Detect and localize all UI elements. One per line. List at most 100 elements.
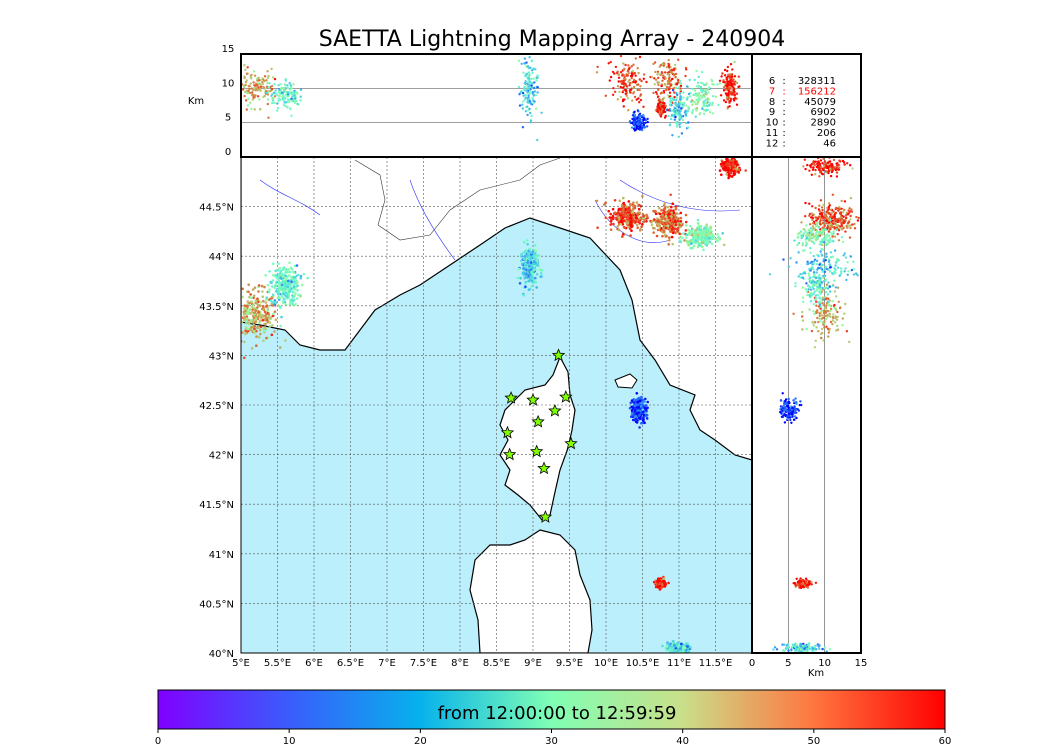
lightning-point-top xyxy=(652,62,655,66)
lightning-point-top xyxy=(708,111,712,114)
lightning-point-top xyxy=(526,100,529,104)
lightning-point xyxy=(674,231,677,235)
lightning-point-right xyxy=(826,327,830,330)
lightning-point-right xyxy=(824,298,828,301)
lightning-point-top xyxy=(657,104,660,108)
lightning-point-top xyxy=(251,88,255,92)
lightning-point-top xyxy=(628,84,631,87)
lightning-point xyxy=(744,169,747,172)
lightning-point xyxy=(638,222,642,225)
lightning-point xyxy=(672,211,676,215)
lightning-point-right xyxy=(801,242,805,245)
lightning-point-right xyxy=(824,242,828,245)
lightning-point-top xyxy=(523,88,526,92)
lightning-point xyxy=(703,227,706,230)
lightning-point xyxy=(642,416,645,420)
lightning-point-top xyxy=(642,105,645,109)
lightning-point-right xyxy=(844,230,847,233)
lightning-point-right xyxy=(849,226,852,230)
lightning-point-right xyxy=(827,202,831,205)
lightning-point-top xyxy=(625,89,628,93)
lightning-point-top xyxy=(253,84,256,87)
lightning-point xyxy=(241,331,244,334)
lightning-point-top xyxy=(289,84,292,87)
lightning-point xyxy=(696,245,700,249)
lightning-point-right xyxy=(829,320,833,324)
lon-tick-label: 7°E xyxy=(378,658,396,669)
lon-tick-label: 5°E xyxy=(232,658,250,669)
lightning-point-right xyxy=(792,312,795,315)
lightning-point-top xyxy=(244,99,248,102)
lightning-point xyxy=(662,204,666,207)
lightning-point xyxy=(271,301,274,304)
lightning-point-right xyxy=(809,276,812,280)
lightning-point-right xyxy=(849,218,852,221)
lightning-point-top xyxy=(669,101,672,104)
lightning-point-right xyxy=(807,233,811,237)
lightning-point-right xyxy=(821,232,824,236)
lightning-point-right xyxy=(823,214,827,217)
lightning-point-top xyxy=(612,87,615,90)
lightning-point-top xyxy=(694,102,697,106)
lightning-point-top xyxy=(699,85,703,89)
lightning-point-top xyxy=(638,55,642,59)
lightning-point xyxy=(714,237,718,241)
lon-tick-label: 8.5°E xyxy=(483,658,510,669)
lightning-point xyxy=(299,295,302,298)
lightning-point xyxy=(238,329,241,332)
lightning-point xyxy=(703,233,706,237)
lightning-point-right xyxy=(825,171,828,174)
lightning-point-right xyxy=(846,261,849,264)
lightning-point-top xyxy=(618,90,621,94)
lightning-point-top xyxy=(670,71,674,75)
lightning-point-top xyxy=(630,65,633,68)
map-lightning-points xyxy=(238,157,747,653)
lightning-point xyxy=(265,296,269,300)
lightning-point xyxy=(274,269,278,273)
lightning-point-right xyxy=(827,217,830,220)
lightning-point xyxy=(595,199,599,203)
lightning-point xyxy=(299,274,303,278)
lightning-point xyxy=(610,218,613,221)
lightning-point xyxy=(609,212,612,216)
lightning-point-top xyxy=(644,118,648,122)
lightning-point-top xyxy=(628,91,632,94)
lightning-point xyxy=(732,173,736,177)
lightning-point xyxy=(241,287,244,291)
lightning-point xyxy=(277,304,280,307)
lightning-point-right xyxy=(824,259,827,262)
lightning-point-right xyxy=(821,162,824,165)
lightning-point xyxy=(262,339,265,343)
lightning-point-top xyxy=(531,91,534,94)
lightning-point-right xyxy=(823,270,827,274)
lightning-point-top xyxy=(679,121,683,125)
lightning-point-top xyxy=(522,100,525,103)
lightning-point-right xyxy=(827,314,831,317)
lightning-point xyxy=(683,239,686,242)
lightning-point xyxy=(268,288,271,291)
lightning-point xyxy=(632,207,635,210)
border-lines xyxy=(354,157,561,241)
lightning-point xyxy=(245,315,249,318)
lightning-point-right xyxy=(812,166,815,169)
lightning-point xyxy=(650,221,653,224)
lightning-point-top xyxy=(285,101,288,104)
lightning-point-top xyxy=(256,79,259,82)
lightning-point-top xyxy=(634,74,637,77)
lightning-point xyxy=(613,211,616,215)
lightning-point-right xyxy=(811,205,814,208)
lightning-point-right xyxy=(838,166,841,169)
lightning-point xyxy=(664,226,668,230)
lightning-point xyxy=(285,277,288,280)
lightning-point-right xyxy=(808,274,811,277)
lightning-point-top xyxy=(680,107,683,110)
lightning-point xyxy=(641,421,644,425)
lightning-point xyxy=(658,224,661,227)
lightning-point-right xyxy=(835,228,838,231)
lightning-point xyxy=(727,176,730,180)
lightning-point-right xyxy=(817,330,820,333)
lightning-point xyxy=(252,303,255,307)
lightning-point xyxy=(659,584,662,588)
lightning-point xyxy=(701,229,705,233)
